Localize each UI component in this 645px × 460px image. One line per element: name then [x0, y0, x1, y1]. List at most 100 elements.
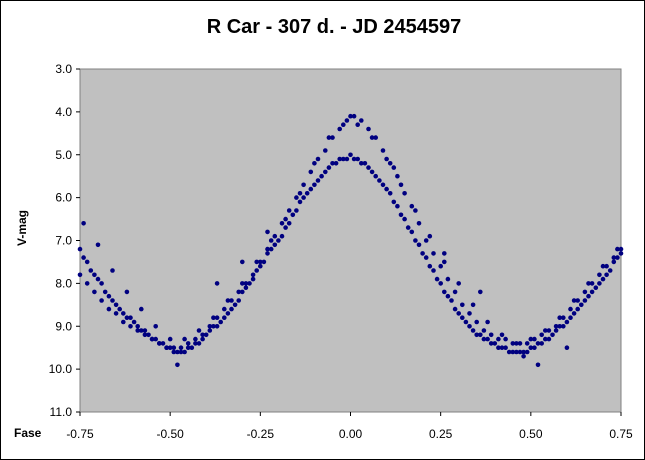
data-point [182, 349, 187, 355]
data-point [113, 311, 119, 316]
data-point [124, 289, 130, 295]
data-point [611, 259, 617, 265]
y-tick-label: 6.0 [55, 191, 72, 205]
data-point [506, 349, 512, 355]
data-point [571, 311, 577, 316]
data-point [92, 272, 97, 278]
data-point [485, 336, 490, 342]
data-point [496, 336, 501, 342]
data-point [106, 293, 112, 299]
data-point [84, 259, 90, 265]
data-point [131, 319, 137, 325]
data-point [514, 349, 519, 355]
data-point [214, 315, 220, 321]
data-point [456, 311, 462, 316]
x-tick-label: -0.50 [156, 427, 184, 441]
data-point [499, 332, 505, 338]
data-point [575, 298, 580, 303]
data-point [413, 238, 418, 243]
data-point [510, 349, 516, 355]
data-point [222, 306, 227, 312]
data-point [470, 302, 476, 308]
data-point [387, 191, 393, 196]
data-point [294, 208, 299, 213]
data-point [438, 263, 444, 269]
data-point [478, 332, 483, 338]
data-point [157, 341, 162, 346]
data-point [528, 345, 534, 351]
data-point [387, 161, 393, 166]
data-point [312, 182, 317, 188]
data-point [402, 216, 407, 222]
data-point [229, 306, 234, 312]
data-point [341, 156, 346, 162]
data-point [442, 289, 447, 295]
data-point [341, 122, 346, 127]
x-axis-ticks: -0.75 -0.50 -0.25 0.00 0.25 0.50 0.75 [66, 412, 633, 441]
data-point [323, 148, 328, 153]
data-point [294, 195, 299, 200]
data-point [77, 272, 83, 278]
data-point [373, 173, 379, 179]
data-point [373, 135, 379, 140]
data-point [402, 191, 407, 196]
data-point [214, 324, 220, 329]
data-point [88, 268, 94, 273]
data-point [344, 118, 350, 123]
y-tick-label: 5.0 [55, 148, 72, 162]
data-point [442, 259, 447, 265]
data-point [586, 293, 591, 299]
data-point [597, 281, 602, 286]
data-point [265, 251, 270, 256]
data-point [99, 281, 104, 286]
data-point [561, 324, 566, 329]
data-point [330, 135, 335, 140]
data-point [175, 349, 180, 355]
plot-area [79, 68, 622, 413]
data-point [279, 233, 285, 239]
y-tick-label: 7.0 [55, 234, 72, 248]
data-point [121, 319, 126, 325]
data-point [600, 276, 606, 282]
data-point [470, 328, 476, 333]
y-tick-label: 4.0 [55, 105, 72, 119]
data-point [222, 315, 227, 321]
data-point [535, 362, 541, 368]
data-point [514, 341, 519, 346]
data-point [517, 349, 523, 355]
data-point [110, 268, 115, 273]
data-point [225, 298, 231, 303]
data-point [171, 345, 177, 351]
data-point [193, 336, 198, 342]
y-tick-label: 3.0 [55, 62, 72, 76]
data-point [142, 328, 148, 333]
data-point [517, 341, 523, 346]
data-point [279, 221, 285, 226]
data-point [229, 298, 234, 303]
data-point [225, 311, 231, 316]
data-point [416, 242, 422, 248]
data-point [99, 298, 104, 303]
data-point [185, 341, 191, 346]
y-axis-label: V-mag [15, 210, 29, 246]
data-point [618, 246, 624, 252]
data-point [139, 306, 144, 312]
data-point [283, 216, 288, 222]
data-point [355, 122, 361, 127]
data-point [153, 336, 158, 342]
data-point [355, 156, 361, 162]
data-point [250, 272, 256, 278]
data-point [308, 169, 314, 175]
data-point [258, 263, 263, 269]
data-point [553, 328, 559, 333]
data-point [102, 289, 108, 295]
data-point [582, 298, 588, 303]
data-point [236, 298, 241, 303]
data-point [496, 345, 501, 351]
data-point [391, 165, 397, 170]
x-tick-label: -0.75 [66, 427, 94, 441]
data-point [611, 255, 617, 260]
data-point [528, 336, 534, 342]
data-point [575, 306, 580, 312]
